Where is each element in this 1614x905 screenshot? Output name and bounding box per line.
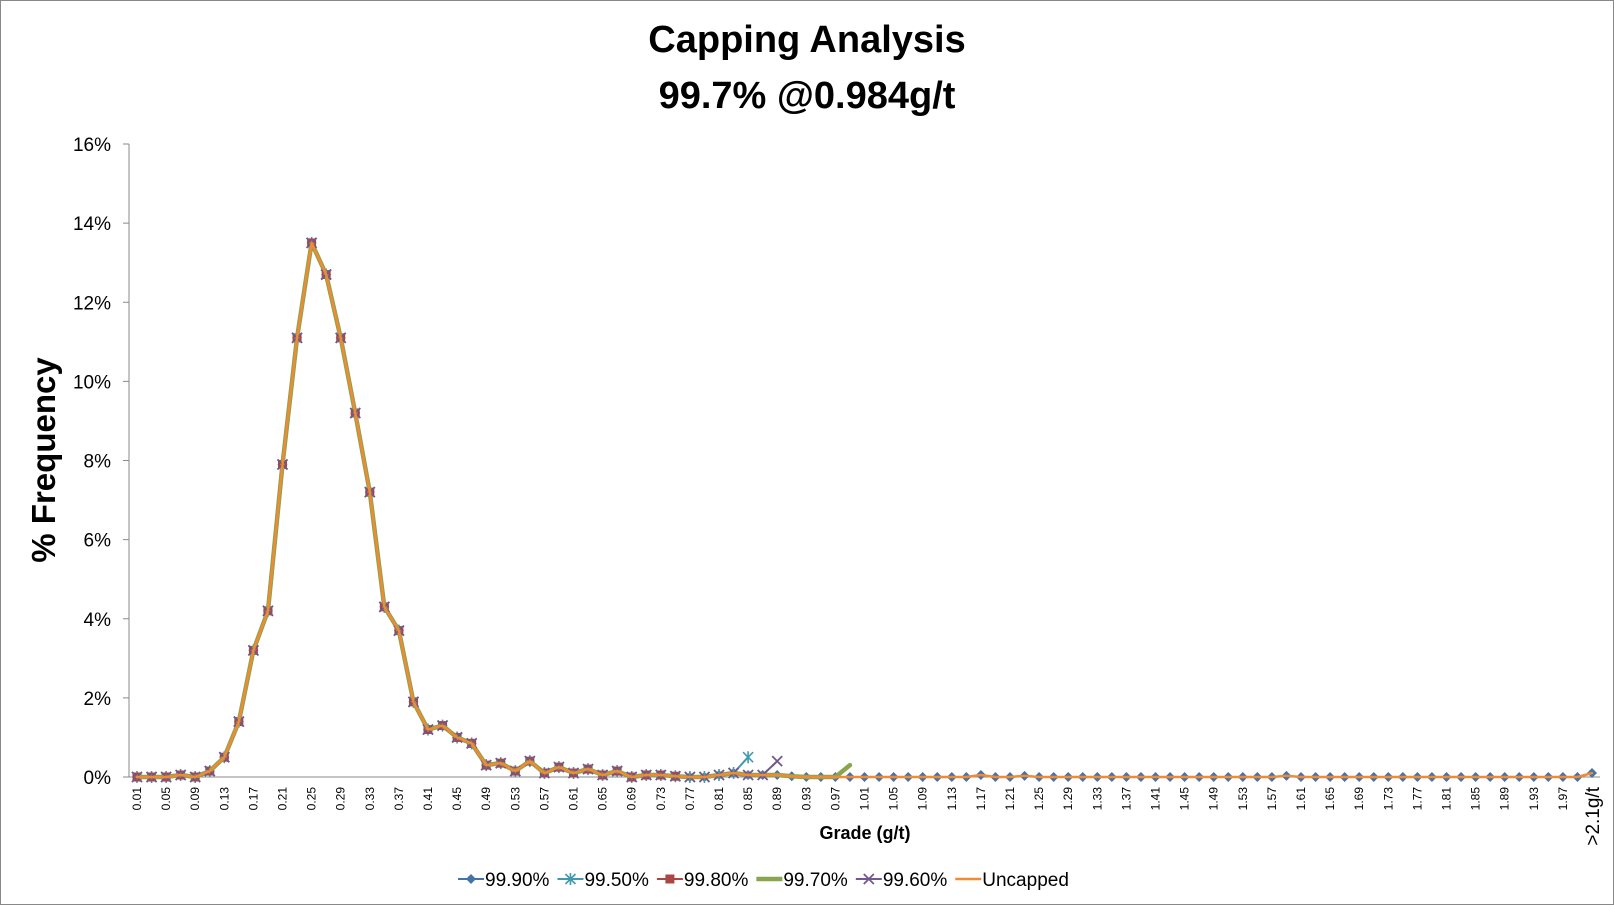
x-tick-label: 0.77 <box>683 787 697 811</box>
x-tick-label: 0.25 <box>305 787 319 811</box>
x-tick-label: 1.89 <box>1498 787 1512 811</box>
marker <box>466 874 476 884</box>
x-tick-label: 1.53 <box>1236 787 1250 811</box>
y-tick-label: 10% <box>73 372 111 393</box>
y-tick-label: 2% <box>84 689 112 710</box>
x-tick-label: 0.41 <box>421 787 435 811</box>
x-tick-label: 1.21 <box>1003 787 1017 811</box>
x-tick-label: 1.17 <box>974 787 988 811</box>
x-tick-label: 1.45 <box>1178 787 1192 811</box>
x-tick-label: 1.77 <box>1410 787 1424 811</box>
x-tick-label: 0.73 <box>654 787 668 811</box>
x-tick-label: 0.05 <box>159 787 173 811</box>
marker <box>863 873 875 885</box>
legend-label: 99.80% <box>684 870 749 891</box>
x-tick-label: 1.69 <box>1352 787 1366 811</box>
x-tick-label: 0.21 <box>276 787 290 811</box>
series-line <box>135 241 1594 779</box>
x-tick-label: 1.85 <box>1469 787 1483 811</box>
x-tick-label: 0.97 <box>828 787 842 811</box>
x-tick-label: 1.73 <box>1381 787 1395 811</box>
legend-label: 99.70% <box>783 870 848 891</box>
x-tick-label: 0.85 <box>741 787 755 811</box>
x-tick-label: 1.97 <box>1556 787 1570 811</box>
x-tick-label: 1.57 <box>1265 787 1279 811</box>
x-tick-label: 0.89 <box>770 787 784 811</box>
x-tick-label: 0.33 <box>363 787 377 811</box>
chart-subtitle: 99.7% @0.984g/t <box>659 75 956 117</box>
y-axis-label: % Frequency <box>25 357 62 563</box>
y-tick-label: 8% <box>84 452 112 473</box>
y-tick-label: 14% <box>73 214 111 235</box>
x-tick-label: >2.1g/t <box>1583 786 1604 845</box>
chart-title: Capping Analysis <box>648 19 965 61</box>
x-tick-label: 0.29 <box>334 787 348 811</box>
x-tick-label: 1.37 <box>1119 787 1133 811</box>
x-tick-label: 0.45 <box>450 787 464 811</box>
x-tick-label: 1.41 <box>1149 787 1163 811</box>
x-tick-label: 0.37 <box>392 787 406 811</box>
x-tick-label: 1.93 <box>1527 787 1541 811</box>
x-tick-label: 1.09 <box>916 787 930 811</box>
x-tick-label: 0.17 <box>246 787 260 811</box>
y-tick-label: 16% <box>73 135 111 156</box>
y-tick-label: 12% <box>73 293 111 314</box>
x-tick-label: 1.49 <box>1207 787 1221 811</box>
x-tick-label: 1.29 <box>1061 787 1075 811</box>
marker <box>771 755 783 767</box>
marker <box>564 873 577 885</box>
legend: 99.90% 99.50% 99.80% 99.70% 99.60% Uncapped <box>458 870 1069 891</box>
x-tick-label: 1.25 <box>1032 787 1046 811</box>
x-tick-label: 0.53 <box>508 787 522 811</box>
x-tick-label: 0.09 <box>188 787 202 811</box>
x-axis-label: Grade (g/t) <box>819 823 910 843</box>
x-tick-label: 1.33 <box>1090 787 1104 811</box>
x-tick-label: 1.61 <box>1294 787 1308 811</box>
x-tick-label: 1.01 <box>858 787 872 811</box>
y-tick-label: 0% <box>84 768 112 789</box>
legend-label: Uncapped <box>982 870 1069 891</box>
x-tick-label: 0.57 <box>537 787 551 811</box>
x-tick-label: 1.65 <box>1323 787 1337 811</box>
y-tick-label: 6% <box>84 531 112 552</box>
x-tick-label: 0.69 <box>625 787 639 811</box>
x-tick-label: 1.13 <box>945 787 959 811</box>
x-tick-label: 0.65 <box>596 787 610 811</box>
x-tick-label: 0.93 <box>799 787 813 811</box>
x-tick-label: 0.81 <box>712 787 726 811</box>
x-tick-label: 1.05 <box>887 787 901 811</box>
legend-label: 99.60% <box>883 870 948 891</box>
y-tick-label: 4% <box>84 610 112 631</box>
x-tick-label: 0.01 <box>130 787 144 811</box>
legend-label: 99.50% <box>584 870 649 891</box>
x-tick-label: 0.49 <box>479 787 493 811</box>
marker <box>665 874 675 884</box>
legend-label: 99.90% <box>485 870 550 891</box>
x-tick-label: 1.81 <box>1440 787 1454 811</box>
marker <box>742 751 754 764</box>
x-tick-label: 0.61 <box>567 787 581 811</box>
x-tick-label: 0.13 <box>217 787 231 811</box>
